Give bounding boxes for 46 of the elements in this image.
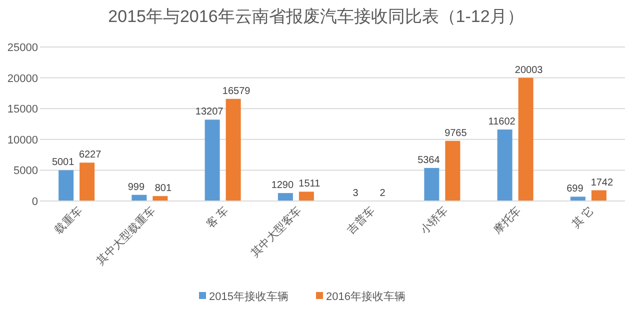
bar: [80, 162, 95, 201]
x-tick-label: 吉普车: [344, 204, 378, 236]
data-label: 1290: [271, 180, 294, 192]
bar: [497, 130, 512, 201]
bar: [278, 193, 293, 201]
data-label: 9765: [444, 128, 468, 139]
bar: [58, 170, 74, 201]
data-label: 2: [380, 188, 386, 199]
data-label: 11602: [488, 116, 516, 128]
data-label: 1742: [590, 177, 614, 188]
x-tick-label: 其中大型载重车: [94, 204, 158, 268]
x-tick-label: 小轿车: [418, 204, 450, 236]
data-label: 5364: [418, 154, 440, 166]
data-label: 3: [352, 188, 359, 199]
data-label: 20003: [514, 64, 544, 76]
bar: [298, 192, 314, 201]
legend-label: 2016年接收车辆: [326, 290, 406, 303]
bar: [152, 196, 168, 201]
bar: [204, 120, 220, 201]
bar: [570, 196, 586, 201]
y-tick-label: 10000: [7, 134, 38, 146]
x-tick-label: 其中大型客车: [248, 204, 304, 260]
y-tick-label: 15000: [7, 104, 38, 116]
data-label: 6227: [78, 150, 102, 161]
data-label: 699: [566, 184, 584, 195]
x-tick-label: 摩托车: [490, 204, 524, 236]
data-label: 13207: [195, 106, 224, 118]
y-tick-label: 20000: [7, 72, 38, 85]
data-label: 5001: [52, 157, 75, 168]
chart-title: 2015年与2016年云南省报废汽车接收同比表（1-12月）: [108, 7, 524, 26]
y-tick-label: 5000: [14, 165, 38, 178]
bar: [591, 190, 606, 201]
data-label: 999: [128, 182, 145, 193]
x-tick-label: 其 它: [570, 204, 597, 231]
y-tick-label: 0: [32, 196, 38, 208]
data-label: 1511: [298, 178, 321, 190]
bar: [518, 78, 534, 201]
bar: [226, 98, 241, 201]
bar: [424, 168, 440, 201]
x-tick-label: 载重车: [52, 204, 85, 236]
data-label: 16579: [222, 86, 251, 97]
bar: [445, 140, 460, 201]
y-tick-label: 25000: [7, 42, 38, 54]
x-tick-label: 客 车: [204, 204, 231, 231]
legend-label: 2015年接收车辆: [209, 290, 288, 303]
data-label: 801: [154, 183, 172, 194]
